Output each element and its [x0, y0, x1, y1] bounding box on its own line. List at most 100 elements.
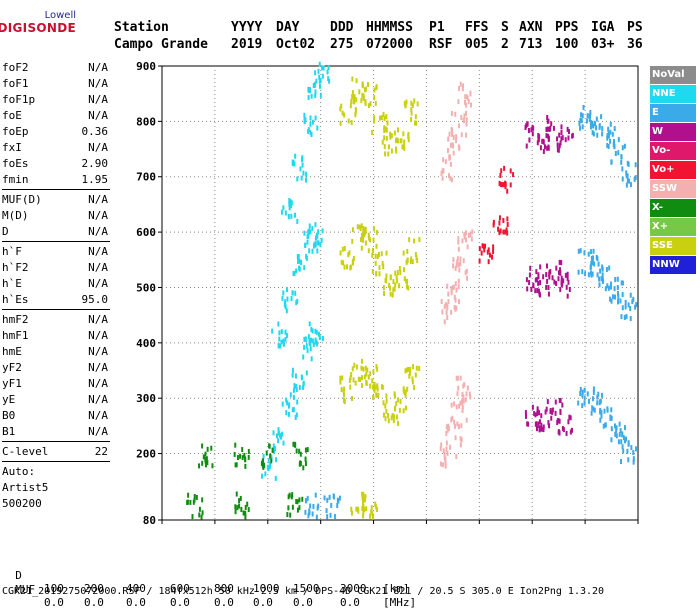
param-group-profile: hmF2 N/A hmF1 N/A hmE N/A yF2 N/A yF1 N/A yE N/A B0 N… [2, 312, 110, 440]
echo-mark-nne [285, 287, 288, 293]
echo-mark-w [536, 408, 539, 414]
echo-mark-e [577, 269, 580, 275]
echo-mark-sse [359, 237, 362, 243]
echo-mark-ssw [465, 132, 468, 138]
echo-mark-sse [407, 133, 410, 139]
param-value: 22 [94, 445, 108, 458]
echo-mark-nne [272, 443, 275, 449]
echo-mark-w [532, 282, 535, 288]
echo-mark-sse [351, 238, 354, 244]
echo-mark-sse [371, 252, 374, 258]
echo-mark-ssw [458, 403, 461, 409]
echo-mark-x- [204, 462, 207, 468]
echo-mark-x- [306, 447, 309, 453]
echo-mark-e [593, 261, 596, 267]
echo-mark-ssw [443, 304, 446, 310]
echo-mark-ssw [445, 440, 448, 446]
echo-mark-sse [369, 383, 372, 389]
echo-mark-x- [200, 514, 203, 520]
echo-mark-nne [302, 354, 305, 360]
echo-mark-e [607, 143, 610, 149]
echo-mark-sse [373, 115, 376, 121]
echo-mark-nne [312, 243, 315, 249]
echo-mark-w [547, 144, 550, 150]
param-divider [2, 441, 110, 442]
echo-mark-ssw [442, 448, 445, 454]
echo-mark-e [591, 396, 594, 402]
echo-mark-e [596, 394, 599, 400]
hdr-value-ps: 36 [627, 37, 643, 52]
echo-mark-w [525, 123, 528, 129]
echo-mark-nne [294, 290, 297, 296]
echo-mark-sse [402, 131, 405, 137]
echo-mark-ssw [467, 99, 470, 105]
echo-mark-e [592, 389, 595, 395]
echo-mark-ssw [465, 237, 468, 243]
echo-mark-sse [395, 414, 398, 420]
echo-mark-e [589, 113, 592, 119]
echo-mark-e [618, 421, 621, 427]
echo-mark-nne [294, 153, 297, 159]
legend-item-nne: NNE [650, 85, 696, 103]
echo-mark-sse [370, 509, 373, 515]
echo-mark-ssw [457, 385, 460, 391]
hdr-label-ddd: DDD [330, 20, 354, 35]
echo-mark-e [613, 126, 616, 132]
echo-mark-sse [362, 501, 365, 507]
echo-mark-w [559, 267, 562, 273]
echo-mark-w [559, 409, 562, 415]
param-label: yF1 [2, 377, 22, 390]
echo-mark-sse [373, 95, 376, 101]
echo-mark-w [535, 269, 538, 275]
echo-mark-vo+ [504, 184, 507, 190]
echo-mark-ssw [447, 299, 450, 305]
echo-mark-nne [303, 344, 306, 350]
echo-mark-nne [314, 115, 317, 121]
echo-mark-nne [303, 230, 306, 236]
ionogram-plot: 1234567891080200300400500600700800900 [130, 60, 650, 530]
echo-mark-e [621, 292, 624, 298]
echo-mark-e [579, 117, 582, 123]
echo-mark-nne [277, 430, 280, 436]
echo-mark-sse [366, 81, 369, 87]
parameters-panel: foF2 N/A foF1 N/A foF1p N/A foE N/A foEp 0.36 fxI N… [2, 60, 110, 512]
echo-mark-ssw [464, 397, 467, 403]
echo-mark-sse [351, 366, 354, 372]
echo-mark-sse [410, 100, 413, 106]
param-label: foE [2, 109, 22, 122]
echo-mark-e [621, 431, 624, 437]
echo-mark-w [568, 414, 571, 420]
echo-mark-w [566, 275, 569, 281]
echo-mark-vo+ [501, 182, 504, 188]
echo-mark-vo+ [499, 228, 502, 234]
echo-mark-e [624, 425, 627, 431]
echo-mark-w [539, 264, 542, 270]
echo-mark-sse [415, 120, 418, 126]
echo-mark-ssw [470, 102, 473, 108]
param-value: N/A [88, 425, 108, 438]
echo-mark-e [592, 386, 595, 392]
echo-mark-x- [265, 450, 268, 456]
echo-mark-ssw [461, 86, 464, 92]
echo-mark-sse [352, 94, 355, 100]
echo-mark-e [625, 170, 628, 176]
echo-mark-w [565, 430, 568, 436]
echo-mark-x- [287, 505, 290, 511]
echo-mark-e [609, 284, 612, 290]
echo-mark-sse [406, 278, 409, 284]
hdr-value-s: 2 [501, 37, 509, 52]
echo-mark-nne [295, 383, 298, 389]
echo-mark-sse [371, 510, 374, 516]
echo-mark-e [587, 272, 590, 278]
echo-mark-ssw [446, 148, 449, 154]
param-group-clevel: C-level 22 [2, 444, 110, 460]
echo-mark-sse [402, 250, 405, 256]
echo-mark-w [540, 426, 543, 432]
echo-mark-w [538, 291, 541, 297]
echo-mark-x- [189, 499, 192, 505]
echo-mark-nne [300, 175, 303, 181]
echo-mark-e [619, 428, 622, 434]
echo-mark-w [559, 270, 562, 276]
echo-mark-vo+ [498, 180, 501, 186]
echo-mark-nne [295, 412, 298, 418]
